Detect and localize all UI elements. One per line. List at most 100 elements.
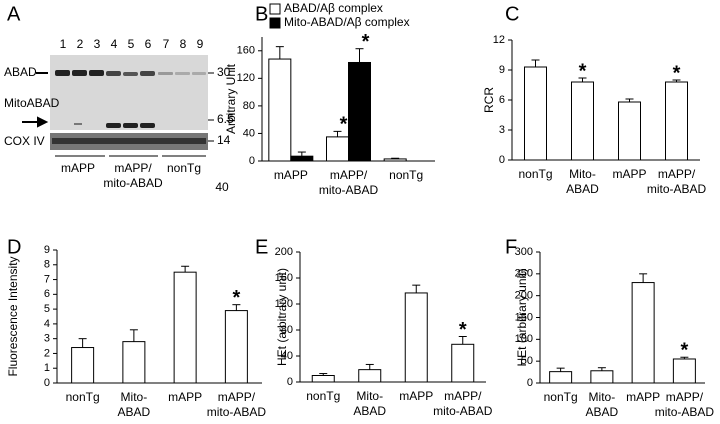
- y-tick-label: 40: [281, 350, 293, 362]
- y-tick-label: 120: [275, 298, 293, 310]
- y-tick-label: 3: [44, 333, 50, 345]
- y-tick-label: 1: [44, 362, 50, 374]
- x-tick-label: nonTg: [544, 390, 578, 404]
- bar: [571, 81, 594, 161]
- legend-swatch: [269, 3, 281, 15]
- y-tick-label: 2: [44, 347, 50, 359]
- x-tick-label: nonTg: [389, 168, 423, 182]
- x-tick-label: nonTg: [306, 389, 340, 403]
- x-tick-label: mito-ABAD: [655, 405, 715, 419]
- lane-number: 6: [145, 37, 152, 51]
- bar: [549, 371, 573, 384]
- x-tick-label: mAPP/: [658, 167, 696, 181]
- x-tick-label: Mito-: [121, 390, 148, 404]
- y-tick-label: 100: [515, 333, 533, 345]
- y-axis-label: HEt (arbitrary unit): [275, 268, 289, 366]
- y-tick-label: 50: [521, 355, 533, 367]
- x-tick-label: Mito-: [569, 167, 596, 181]
- y-tick-label: 6: [44, 288, 50, 300]
- bar: [618, 101, 641, 161]
- y-tick-label: 40: [243, 127, 255, 139]
- significance-marker: *: [673, 62, 681, 84]
- y-tick-label: 9: [499, 64, 505, 76]
- y-tick-label: 150: [515, 311, 533, 323]
- y-tick-label: 200: [275, 246, 293, 258]
- x-tick-label: mAPP/: [444, 389, 482, 403]
- lane-number: 9: [197, 37, 204, 51]
- bar: [358, 369, 382, 383]
- row-label: ABAD: [4, 65, 37, 79]
- bar: [383, 158, 407, 162]
- x-tick-label: mAPP: [626, 390, 660, 404]
- x-tick-label: mito-ABAD: [433, 404, 493, 418]
- bar: [122, 341, 146, 384]
- lane-number: 1: [60, 37, 67, 51]
- bar: [590, 370, 614, 384]
- y-axis-label: RCR: [482, 87, 496, 113]
- y-tick-label: 160: [275, 272, 293, 284]
- y-tick-label: 0: [249, 155, 255, 167]
- y-tick-label: 12: [493, 34, 505, 46]
- y-tick-label: 300: [515, 246, 533, 258]
- cox-band: [52, 138, 206, 144]
- y-tick-label: 0: [287, 376, 293, 388]
- y-tick-label: 0: [527, 377, 533, 389]
- bar: [311, 375, 335, 383]
- lane-number: 7: [163, 37, 170, 51]
- y-axis-label: HEt (arbitrary unit): [515, 268, 529, 366]
- x-tick-label: mAPP: [168, 390, 202, 404]
- legend-label: ABAD/Aβ complex: [284, 1, 383, 15]
- y-tick-label: 0: [44, 377, 50, 389]
- x-tick-label: mito-ABAD: [319, 183, 379, 197]
- mw-marker: 14: [217, 133, 231, 147]
- x-tick-label: ABAD: [566, 182, 599, 196]
- y-tick-label: 0: [499, 154, 505, 166]
- bar: [224, 310, 248, 384]
- x-tick-label: nonTg: [66, 390, 100, 404]
- x-tick-label: mAPP/: [666, 390, 704, 404]
- mw-marker: 6.5: [217, 112, 234, 126]
- y-tick-label: 9: [44, 244, 50, 256]
- x-tick-label: mito-ABAD: [207, 405, 267, 419]
- lane-number: 2: [77, 37, 84, 51]
- y-tick-label: 80: [281, 324, 293, 336]
- row-label: MitoABAD: [4, 96, 60, 110]
- y-tick-label: 250: [515, 268, 533, 280]
- panel-letter: D: [7, 236, 21, 258]
- group-label: mito-ABAD: [103, 176, 163, 190]
- bands: [55, 70, 206, 128]
- bar: [631, 282, 655, 384]
- significance-marker: *: [362, 31, 370, 53]
- bar: [451, 343, 475, 383]
- x-tick-label: ABAD: [118, 405, 151, 419]
- legend-label: Mito-ABAD/Aβ complex: [284, 15, 410, 29]
- x-tick-label: mAPP/: [330, 168, 368, 182]
- y-tick-label: 6: [499, 94, 505, 106]
- bar: [672, 358, 696, 384]
- panel-letter: F: [505, 236, 517, 258]
- y-axis-label: Fluorescence Intensity: [6, 256, 20, 376]
- lane-number: 4: [111, 37, 118, 51]
- x-tick-label: mito-ABAD: [647, 182, 707, 196]
- x-tick-label: ABAD: [586, 405, 619, 419]
- x-tick-label: Mito-: [589, 390, 616, 404]
- panel-letter: A: [7, 3, 21, 25]
- y-tick-label: 200: [515, 290, 533, 302]
- panel-letter: C: [505, 3, 519, 25]
- x-tick-label: Mito-: [356, 389, 383, 403]
- bar: [326, 136, 349, 162]
- lane-number: 3: [94, 37, 101, 51]
- bar: [524, 66, 547, 161]
- x-tick-label: ABAD: [353, 404, 386, 418]
- panel-letter: B: [255, 3, 268, 25]
- lane-number: 8: [180, 37, 187, 51]
- arrow: [22, 116, 49, 128]
- group-label: mAPP/: [114, 161, 152, 175]
- note: 40: [215, 180, 229, 194]
- x-tick-label: mAPP: [612, 167, 646, 181]
- group-label: mAPP: [61, 161, 95, 175]
- bar: [404, 292, 428, 383]
- y-tick-label: 8: [44, 259, 50, 271]
- group-label: nonTg: [167, 161, 201, 175]
